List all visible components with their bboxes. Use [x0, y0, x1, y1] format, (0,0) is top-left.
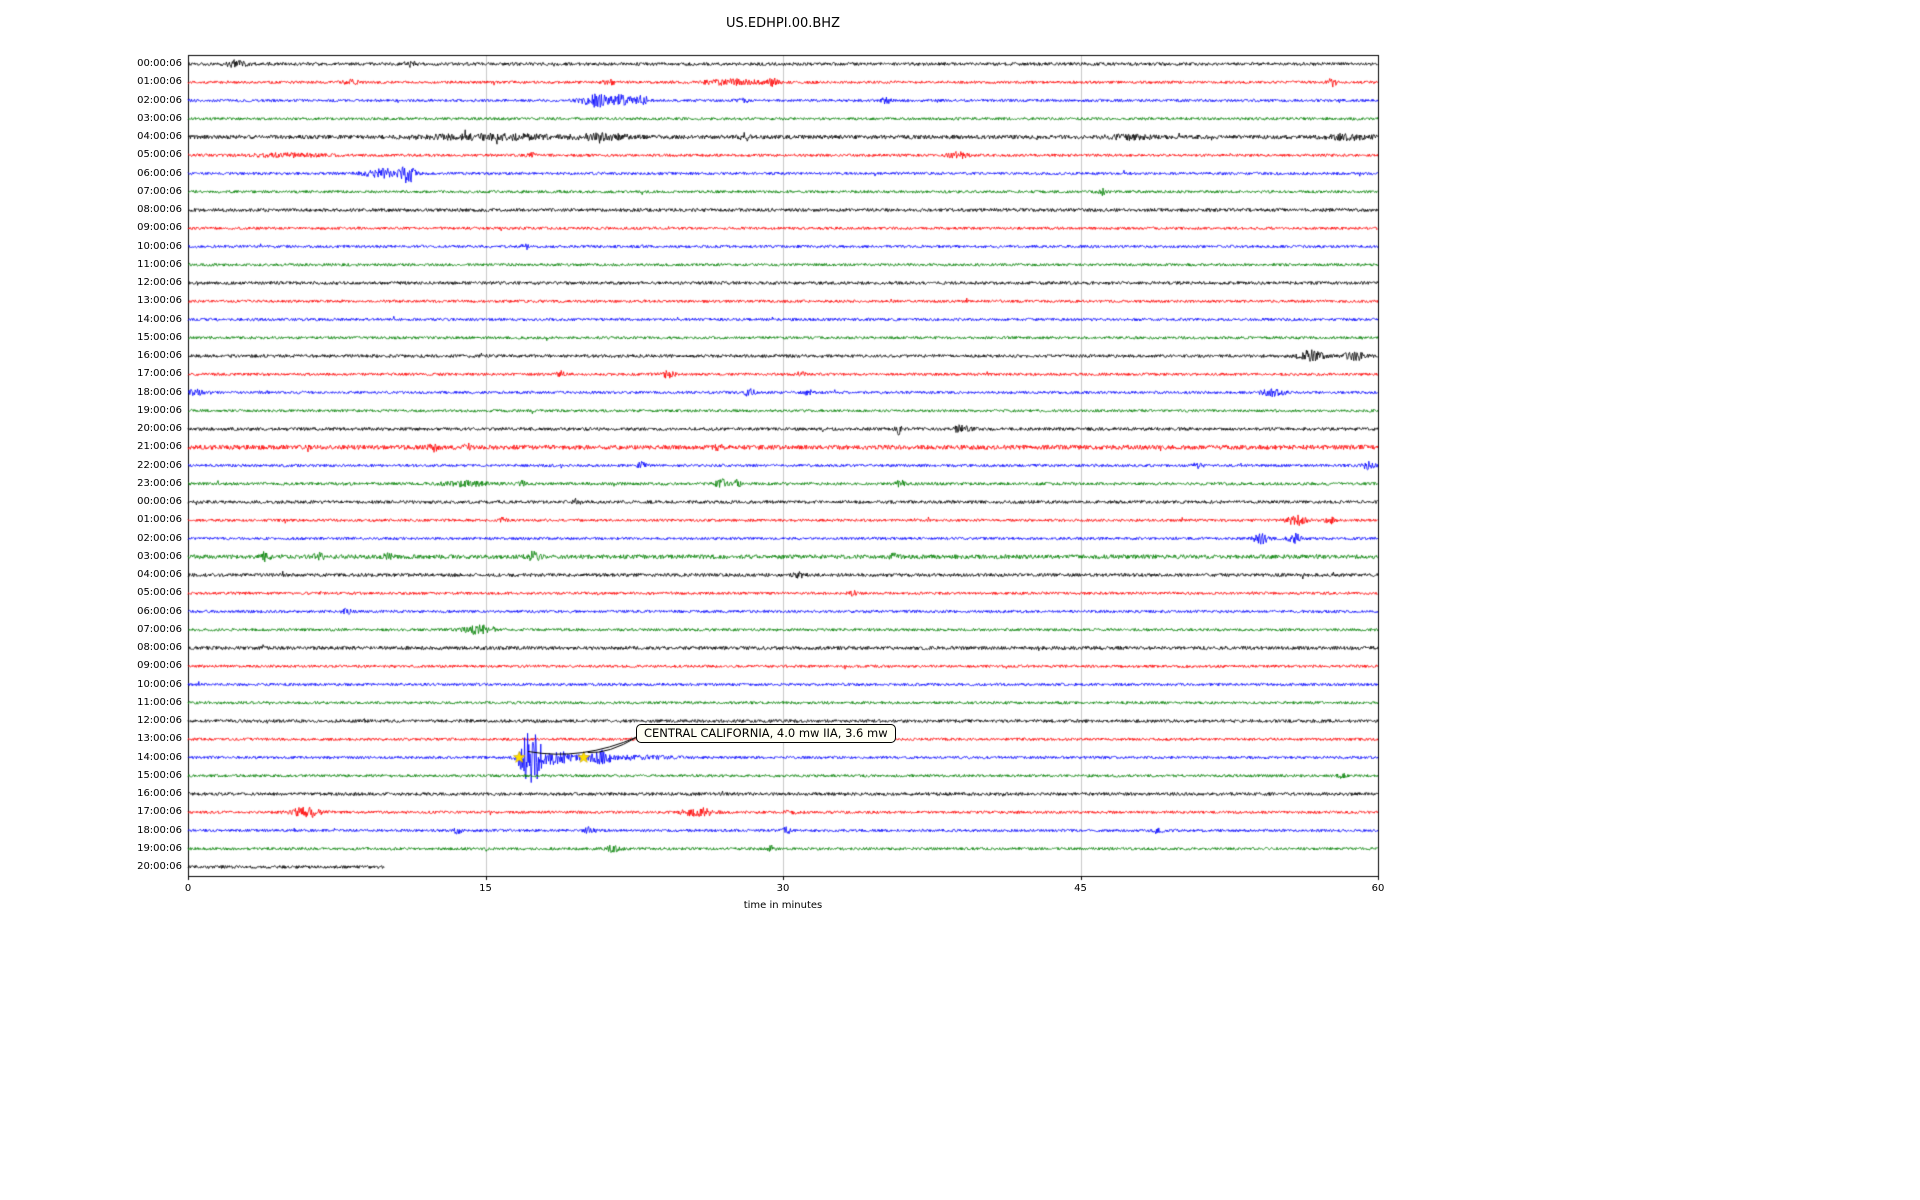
row-label: 15:00:06 [137, 331, 182, 343]
event-annotation: CENTRAL CALIFORNIA, 4.0 mw IIA, 3.6 mw [636, 724, 896, 743]
row-label: 00:00:06 [137, 58, 182, 69]
x-tick-label: 0 [184, 883, 192, 894]
row-label: 04:00:06 [137, 131, 182, 142]
row-label: 23:00:06 [137, 477, 182, 489]
x-tick-label: 15 [479, 883, 492, 894]
row-label: 12:00:06 [137, 715, 182, 726]
x-axis-label: time in minutes [743, 900, 823, 911]
row-label: 11:00:06 [137, 258, 182, 270]
row-label: 08:00:06 [137, 204, 182, 215]
row-label: 16:00:06 [137, 350, 182, 361]
row-label: 17:00:06 [137, 806, 182, 818]
row-label: 03:00:06 [137, 112, 182, 124]
row-label: 02:00:06 [137, 532, 182, 544]
row-label: 10:00:06 [137, 240, 182, 252]
row-label: 17:00:06 [137, 368, 182, 380]
row-label: 20:00:06 [137, 423, 182, 434]
row-label: 06:00:06 [137, 167, 182, 179]
row-label: 19:00:06 [137, 842, 182, 854]
row-label: 21:00:06 [137, 441, 182, 453]
row-label: 13:00:06 [137, 733, 182, 745]
row-label: 08:00:06 [137, 642, 182, 653]
row-label: 00:00:06 [137, 496, 182, 507]
row-label: 07:00:06 [137, 185, 182, 197]
row-label: 14:00:06 [137, 313, 182, 325]
row-label: 06:00:06 [137, 605, 182, 617]
row-label: 12:00:06 [137, 277, 182, 288]
row-label: 07:00:06 [137, 623, 182, 635]
row-label: 22:00:06 [137, 459, 182, 471]
row-label: 11:00:06 [137, 696, 182, 708]
row-label: 05:00:06 [137, 149, 182, 161]
row-label: 09:00:06 [137, 660, 182, 672]
x-tick-label: 30 [776, 883, 790, 894]
row-label: 15:00:06 [137, 769, 182, 781]
row-label: 01:00:06 [137, 76, 182, 88]
row-label: 01:00:06 [137, 514, 182, 526]
chart-title: US.EDHPI.00.BHZ [726, 16, 840, 31]
row-label: 03:00:06 [137, 550, 182, 562]
row-label: 10:00:06 [137, 678, 182, 690]
row-label: 05:00:06 [137, 587, 182, 599]
row-label: 02:00:06 [137, 94, 182, 106]
x-tick-label: 60 [1371, 883, 1385, 894]
row-label: 19:00:06 [137, 404, 182, 416]
row-label: 09:00:06 [137, 222, 182, 234]
row-label: 14:00:06 [137, 751, 182, 763]
row-label: 04:00:06 [137, 569, 182, 580]
row-label: 13:00:06 [137, 295, 182, 307]
row-label: 18:00:06 [137, 824, 182, 836]
row-label: 16:00:06 [137, 788, 182, 799]
row-label: 18:00:06 [137, 386, 182, 398]
row-label: 20:00:06 [137, 861, 182, 872]
x-tick-label: 45 [1074, 883, 1087, 894]
